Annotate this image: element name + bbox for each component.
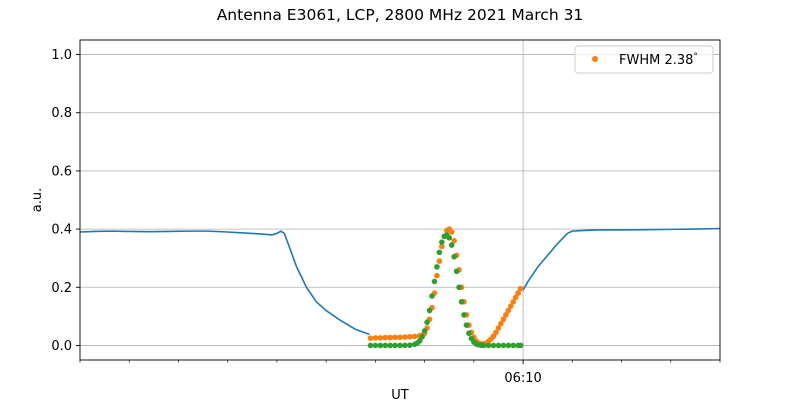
data-point-2-23	[446, 235, 453, 241]
data-point-2-25	[451, 253, 457, 260]
data-point-2-17	[431, 278, 438, 285]
axes-frame	[79, 39, 721, 361]
data-point-1-43	[498, 320, 504, 327]
y-tick-label-3: 0.6	[51, 164, 72, 179]
data-point-2-7	[402, 342, 408, 349]
series-line-0	[79, 227, 721, 336]
axes	[79, 39, 721, 361]
data-point-2-8	[407, 342, 413, 348]
y-tick-label-1: 0.2	[51, 281, 72, 296]
data-point-1-48	[510, 299, 517, 305]
data-point-1-18	[436, 258, 443, 264]
data-point-1-3	[382, 334, 389, 341]
data-point-1-9	[411, 333, 418, 340]
data-point-1-23	[448, 229, 455, 235]
data-point-2-29	[461, 312, 467, 318]
data-point-1-7	[402, 334, 408, 340]
data-point-2-27	[456, 284, 462, 291]
data-point-1-42	[495, 325, 502, 331]
data-point-1-41	[493, 329, 499, 336]
data-point-1-46	[505, 307, 512, 314]
y-tick-label-4: 0.8	[51, 106, 72, 121]
data-point-1-44	[500, 316, 507, 323]
data-point-1-0	[367, 335, 374, 341]
legend-label-text: FWHM 2.38	[619, 53, 693, 68]
data-point-2-45	[517, 342, 524, 349]
plot-area	[80, 40, 720, 360]
legend-marker	[592, 56, 598, 62]
y-tick-label-5: 1.0	[51, 48, 72, 63]
data-point-1-51	[517, 285, 524, 292]
legend-box	[574, 45, 714, 74]
series-points-2	[367, 232, 524, 349]
data-point-2-42	[505, 342, 512, 349]
data-point-2-6	[397, 342, 403, 349]
data-point-2-28	[458, 299, 465, 305]
y-axis-label: a.u.	[30, 188, 45, 212]
data-point-2-14	[424, 319, 430, 325]
data-point-2-39	[490, 342, 497, 349]
data-point-1-2	[377, 335, 384, 341]
data-point-1-19	[439, 243, 445, 250]
data-point-1-24	[451, 237, 457, 244]
data-point-2-43	[510, 342, 517, 349]
data-point-2-15	[426, 307, 433, 314]
data-point-2-40	[495, 342, 502, 349]
data-point-2-19	[436, 249, 443, 256]
data-point-1-49	[512, 294, 519, 301]
data-point-2-18	[434, 264, 440, 270]
data-point-2-16	[429, 293, 435, 299]
series-layer	[79, 226, 721, 349]
data-point-2-38	[485, 342, 492, 349]
y-tick-label-0: 0.0	[51, 339, 72, 354]
data-point-1-17	[434, 272, 440, 279]
data-point-1-50	[515, 290, 521, 296]
data-point-1-4	[387, 334, 393, 341]
data-point-2-2	[377, 342, 384, 349]
data-point-1-1	[372, 335, 379, 341]
data-point-2-5	[392, 342, 398, 349]
data-point-2-11	[416, 338, 423, 344]
data-point-2-41	[500, 342, 507, 349]
data-point-1-8	[407, 333, 413, 340]
x-tick-label-0: 06:10	[504, 371, 541, 386]
ticks: 0.0 0.2 0.4 0.6 0.8 1.0 06:10	[51, 48, 721, 386]
data-point-2-13	[421, 328, 428, 334]
data-point-1-5	[392, 334, 398, 341]
data-point-1-45	[503, 312, 509, 318]
legend: FWHM 2.38°	[574, 45, 714, 74]
data-point-1-47	[507, 303, 514, 309]
data-point-2-37	[480, 342, 487, 349]
data-point-2-24	[448, 242, 455, 248]
x-axis-label: UT	[391, 388, 409, 400]
data-point-2-3	[382, 342, 389, 349]
data-point-2-26	[453, 268, 460, 275]
legend-label: FWHM 2.38°	[619, 52, 698, 68]
data-point-2-31	[466, 330, 472, 337]
legend-label-sup: °	[693, 52, 698, 62]
data-point-2-0	[367, 342, 374, 349]
grid	[80, 40, 720, 360]
chart-title: Antenna E3061, LCP, 2800 MHz 2021 March …	[217, 6, 584, 24]
data-point-2-12	[419, 333, 425, 340]
data-point-2-4	[387, 342, 393, 349]
data-point-2-1	[372, 342, 379, 349]
data-point-2-30	[463, 322, 470, 328]
data-point-1-6	[397, 334, 403, 341]
data-point-2-20	[439, 239, 445, 245]
plot-background	[80, 40, 720, 360]
y-tick-label-2: 0.4	[51, 223, 72, 238]
